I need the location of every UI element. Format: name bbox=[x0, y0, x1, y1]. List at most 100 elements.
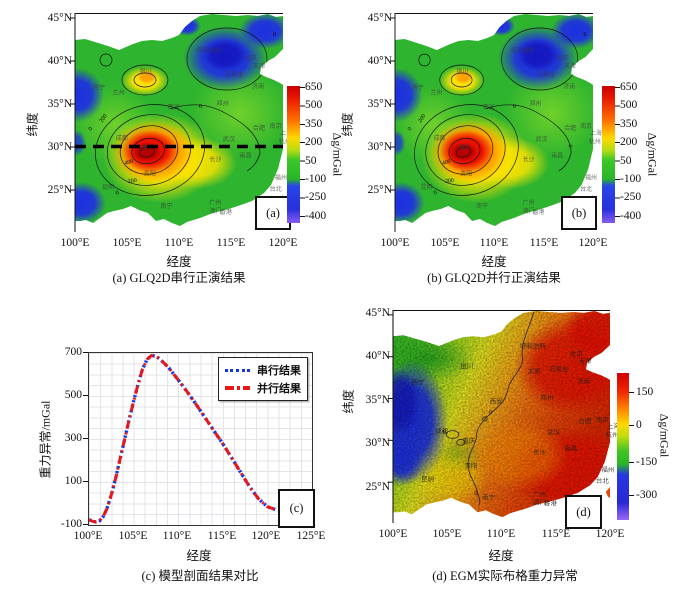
panel-a-map bbox=[75, 13, 283, 232]
panel-a-xtick: 110°E bbox=[164, 237, 194, 249]
panel-b-ytick: 25°N bbox=[367, 184, 392, 196]
legend-parallel-row: 并行结果 bbox=[225, 380, 301, 396]
panel-b-colorbar-ticks bbox=[615, 87, 620, 220]
panel-c-plot: 串行结果 并行结果 bbox=[88, 352, 313, 526]
panel-b-cbtick: 200 bbox=[620, 136, 638, 148]
panel-d-xtick: 120°E bbox=[595, 528, 625, 540]
panel-d-ytick: 45°N bbox=[365, 307, 390, 319]
panel-b-ylabel: 纬度 bbox=[340, 112, 355, 137]
panel-a-cbtick: 500 bbox=[305, 99, 323, 111]
panel-d-xtick: 110°E bbox=[486, 528, 516, 540]
panel-c-xtick: 120°E bbox=[251, 530, 281, 542]
panel-a-xlabel: 经度 bbox=[166, 255, 192, 269]
panel-d-cbtick: 0 bbox=[636, 419, 642, 431]
panel-b-caption: (b) GLQ2D并行正演结果 bbox=[427, 271, 561, 285]
panel-d-xtick: 115°E bbox=[541, 528, 571, 540]
panel-a-xtick: 115°E bbox=[216, 237, 246, 249]
parallel-result-curve bbox=[89, 354, 286, 524]
panel-b-corner-label: (b) bbox=[561, 196, 597, 230]
panel-a-xtick: 105°E bbox=[112, 237, 142, 249]
panel-b-corner-text: (b) bbox=[571, 205, 587, 220]
panel-b-xtick: 105°E bbox=[430, 237, 460, 249]
panel-c-xtick: 110°E bbox=[162, 530, 192, 542]
panel-b-xtick: 100°E bbox=[380, 237, 410, 249]
panel-d-ytick: 30°N bbox=[365, 437, 390, 449]
serial-line-sample bbox=[225, 368, 250, 372]
panel-c-xtick: 125°E bbox=[296, 530, 326, 542]
parallel-legend-label: 并行结果 bbox=[257, 383, 301, 395]
panel-c-xlabel: 经度 bbox=[186, 549, 212, 563]
panel-d-xlabel: 经度 bbox=[488, 549, 514, 563]
panel-a-xtick: 100°E bbox=[60, 237, 90, 249]
panel-b-axes bbox=[390, 13, 593, 232]
panel-b-cbtick: -400 bbox=[620, 210, 642, 222]
panel-d-cbtick: 150 bbox=[636, 386, 654, 398]
panel-d-colorbar-label: Δg/mGal bbox=[657, 413, 672, 458]
panel-c-caption: (c) 模型剖面结果对比 bbox=[141, 569, 259, 583]
panel-c-ytick: -100 bbox=[60, 518, 82, 530]
panel-d-ytick: 25°N bbox=[365, 481, 390, 493]
panel-a-axes bbox=[70, 13, 283, 232]
panel-a-cbtick: 650 bbox=[305, 81, 323, 93]
panel-b-ytick: 30°N bbox=[367, 141, 392, 153]
panel-c-ytick: 700 bbox=[64, 346, 82, 358]
panel-b-colorbar bbox=[602, 86, 615, 223]
panel-b-cbtick: 50 bbox=[620, 155, 632, 167]
panel-a-ytick: 40°N bbox=[47, 55, 72, 67]
panel-a-cbtick: 200 bbox=[305, 136, 323, 148]
panel-a-xtick: 120°E bbox=[268, 237, 298, 249]
panel-b-xtick: 115°E bbox=[529, 237, 559, 249]
panel-d-ylabel: 纬度 bbox=[341, 389, 356, 414]
panel-c-legend: 串行结果 并行结果 bbox=[218, 357, 308, 401]
panel-d-cbtick: -150 bbox=[636, 456, 658, 468]
panel-c-ytick: 500 bbox=[64, 389, 82, 401]
panel-d-ytick: 35°N bbox=[365, 394, 390, 406]
panel-b-cbtick: 500 bbox=[620, 99, 638, 111]
panel-a-cbtick: -400 bbox=[305, 210, 327, 222]
panel-d-map bbox=[393, 310, 610, 523]
panel-b-cbtick: -250 bbox=[620, 191, 642, 203]
parallel-line-sample bbox=[225, 386, 250, 390]
panel-a-cbtick: -100 bbox=[305, 173, 327, 185]
panel-b-map bbox=[395, 13, 593, 232]
panel-a-ytick: 45°N bbox=[47, 12, 72, 24]
panel-d-colorbar bbox=[617, 373, 629, 520]
panel-c-xtick: 105°E bbox=[118, 530, 148, 542]
panel-b-cbtick: 650 bbox=[620, 81, 638, 93]
panel-b-ytick: 45°N bbox=[367, 12, 392, 24]
panel-d-xtick: 100°E bbox=[378, 528, 408, 540]
panel-d-corner-label: (d) bbox=[565, 495, 602, 529]
panel-c-ytick: 300 bbox=[64, 432, 82, 444]
panel-b-ytick: 35°N bbox=[367, 98, 392, 110]
panel-c-ytick: 100 bbox=[64, 475, 82, 487]
panel-c-xtick: 115°E bbox=[207, 530, 237, 542]
panel-a-cbtick: 350 bbox=[305, 118, 323, 130]
panel-a-colorbar-ticks bbox=[300, 87, 305, 220]
panel-a-corner-label: (a) bbox=[255, 196, 291, 230]
panel-c-curves bbox=[89, 353, 286, 524]
panel-c-corner-label: (c) bbox=[278, 489, 315, 528]
panel-b-cbtick: -100 bbox=[620, 173, 642, 185]
serial-legend-label: 串行结果 bbox=[257, 365, 301, 377]
panel-b-xlabel: 经度 bbox=[481, 255, 507, 269]
panel-a-ytick: 35°N bbox=[47, 98, 72, 110]
panel-b-xtick: 110°E bbox=[479, 237, 509, 249]
panel-d-xtick: 105°E bbox=[432, 528, 462, 540]
panel-d-corner-text: (d) bbox=[576, 504, 591, 519]
panel-d-caption: (d) EGM实际布格重力异常 bbox=[432, 569, 578, 583]
panel-a-caption: (a) GLQ2D串行正演结果 bbox=[112, 271, 246, 285]
panel-c-corner-text: (c) bbox=[289, 501, 304, 515]
panel-b-xtick: 120°E bbox=[578, 237, 608, 249]
panel-b-ytick: 40°N bbox=[367, 55, 392, 67]
panel-a-corner-text: (a) bbox=[266, 205, 280, 220]
panel-c-xtick: 100°E bbox=[73, 530, 103, 542]
panel-d-cbtick: -300 bbox=[636, 489, 658, 501]
panel-b-colorbar-label: Δg/mGal bbox=[645, 132, 660, 177]
panel-d-ytick: 40°N bbox=[365, 350, 390, 362]
panel-b-cbtick: 350 bbox=[620, 118, 638, 130]
panel-d-axes bbox=[387, 310, 610, 523]
panel-a-cbtick: -250 bbox=[305, 191, 327, 203]
panel-a-cbtick: 50 bbox=[305, 155, 317, 167]
panel-a-ytick: 25°N bbox=[47, 184, 72, 196]
